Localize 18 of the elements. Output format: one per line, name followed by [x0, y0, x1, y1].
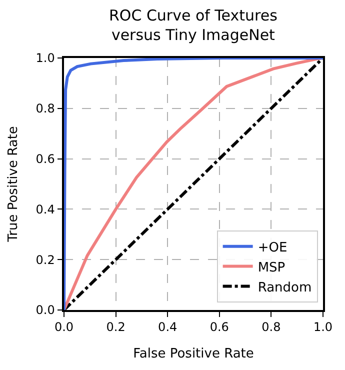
y-tick-label: 0.2 [36, 252, 55, 267]
x-tick-label: 0.2 [106, 320, 126, 334]
legend-label: Random [258, 280, 312, 296]
y-tick-label: 0.0 [36, 303, 55, 318]
legend-label: +OE [258, 240, 288, 256]
x-tick-label: 0.6 [210, 320, 229, 334]
x-tick-label: 0.4 [158, 320, 178, 334]
legend-label: MSP [258, 260, 286, 276]
x-tick-label: 0.8 [262, 320, 281, 334]
y-tick-label: 0.4 [36, 202, 55, 216]
x-tick-label: 1.0 [313, 320, 333, 334]
y-axis-title: True Positive Rate [6, 126, 22, 243]
y-tick-label: 0.6 [36, 152, 55, 166]
y-tick-label: 0.8 [36, 102, 55, 116]
chart-title: ROC Curve of Textures versus Tiny ImageNet [108, 6, 278, 44]
x-axis-title: False Positive Rate [133, 346, 254, 362]
y-tick-label: 1.0 [36, 51, 55, 66]
x-tick-label: 0.0 [54, 320, 74, 334]
